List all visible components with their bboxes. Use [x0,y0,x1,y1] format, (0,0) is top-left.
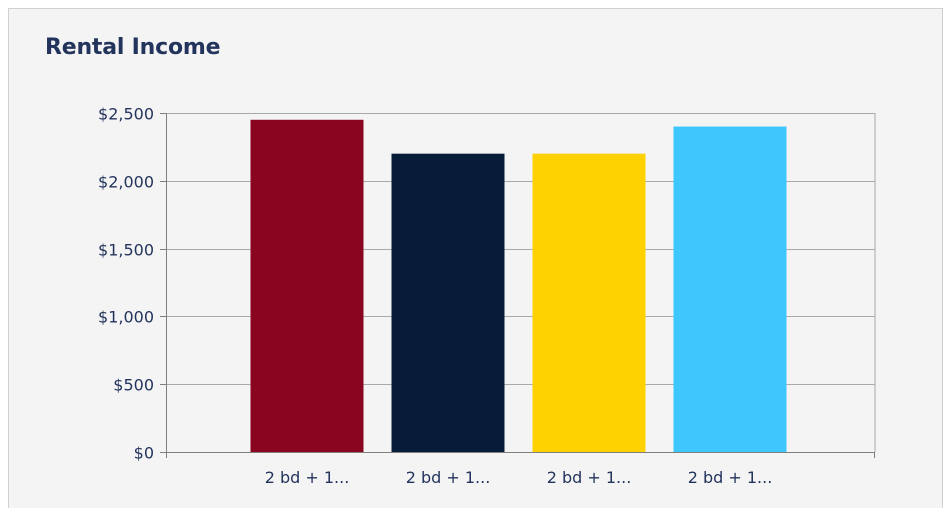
y-tick-label: $1,000 [98,308,154,327]
y-tick-labels: $0 $500 $1,000 $1,500 $2,000 $2,500 [98,105,154,463]
x-tick-label: 2 bd + 1... [688,468,773,487]
bars [250,119,787,452]
y-tick-label: $2,000 [98,173,154,192]
axes [160,113,875,458]
y-tick-label: $0 [134,444,154,463]
bar[interactable] [391,153,505,452]
x-tick-labels: 2 bd + 1... 2 bd + 1... 2 bd + 1... 2 bd + … [265,468,773,487]
y-tick-label: $2,500 [98,105,154,124]
card-title: Rental Income [45,35,221,60]
x-tick-label: 2 bd + 1... [265,468,350,487]
bar[interactable] [532,153,646,452]
y-tick-label: $500 [113,376,154,395]
bar[interactable] [673,126,787,452]
bar[interactable] [250,119,364,452]
x-tick-label: 2 bd + 1... [406,468,491,487]
x-tick-label: 2 bd + 1... [547,468,632,487]
y-tick-label: $1,500 [98,241,154,260]
